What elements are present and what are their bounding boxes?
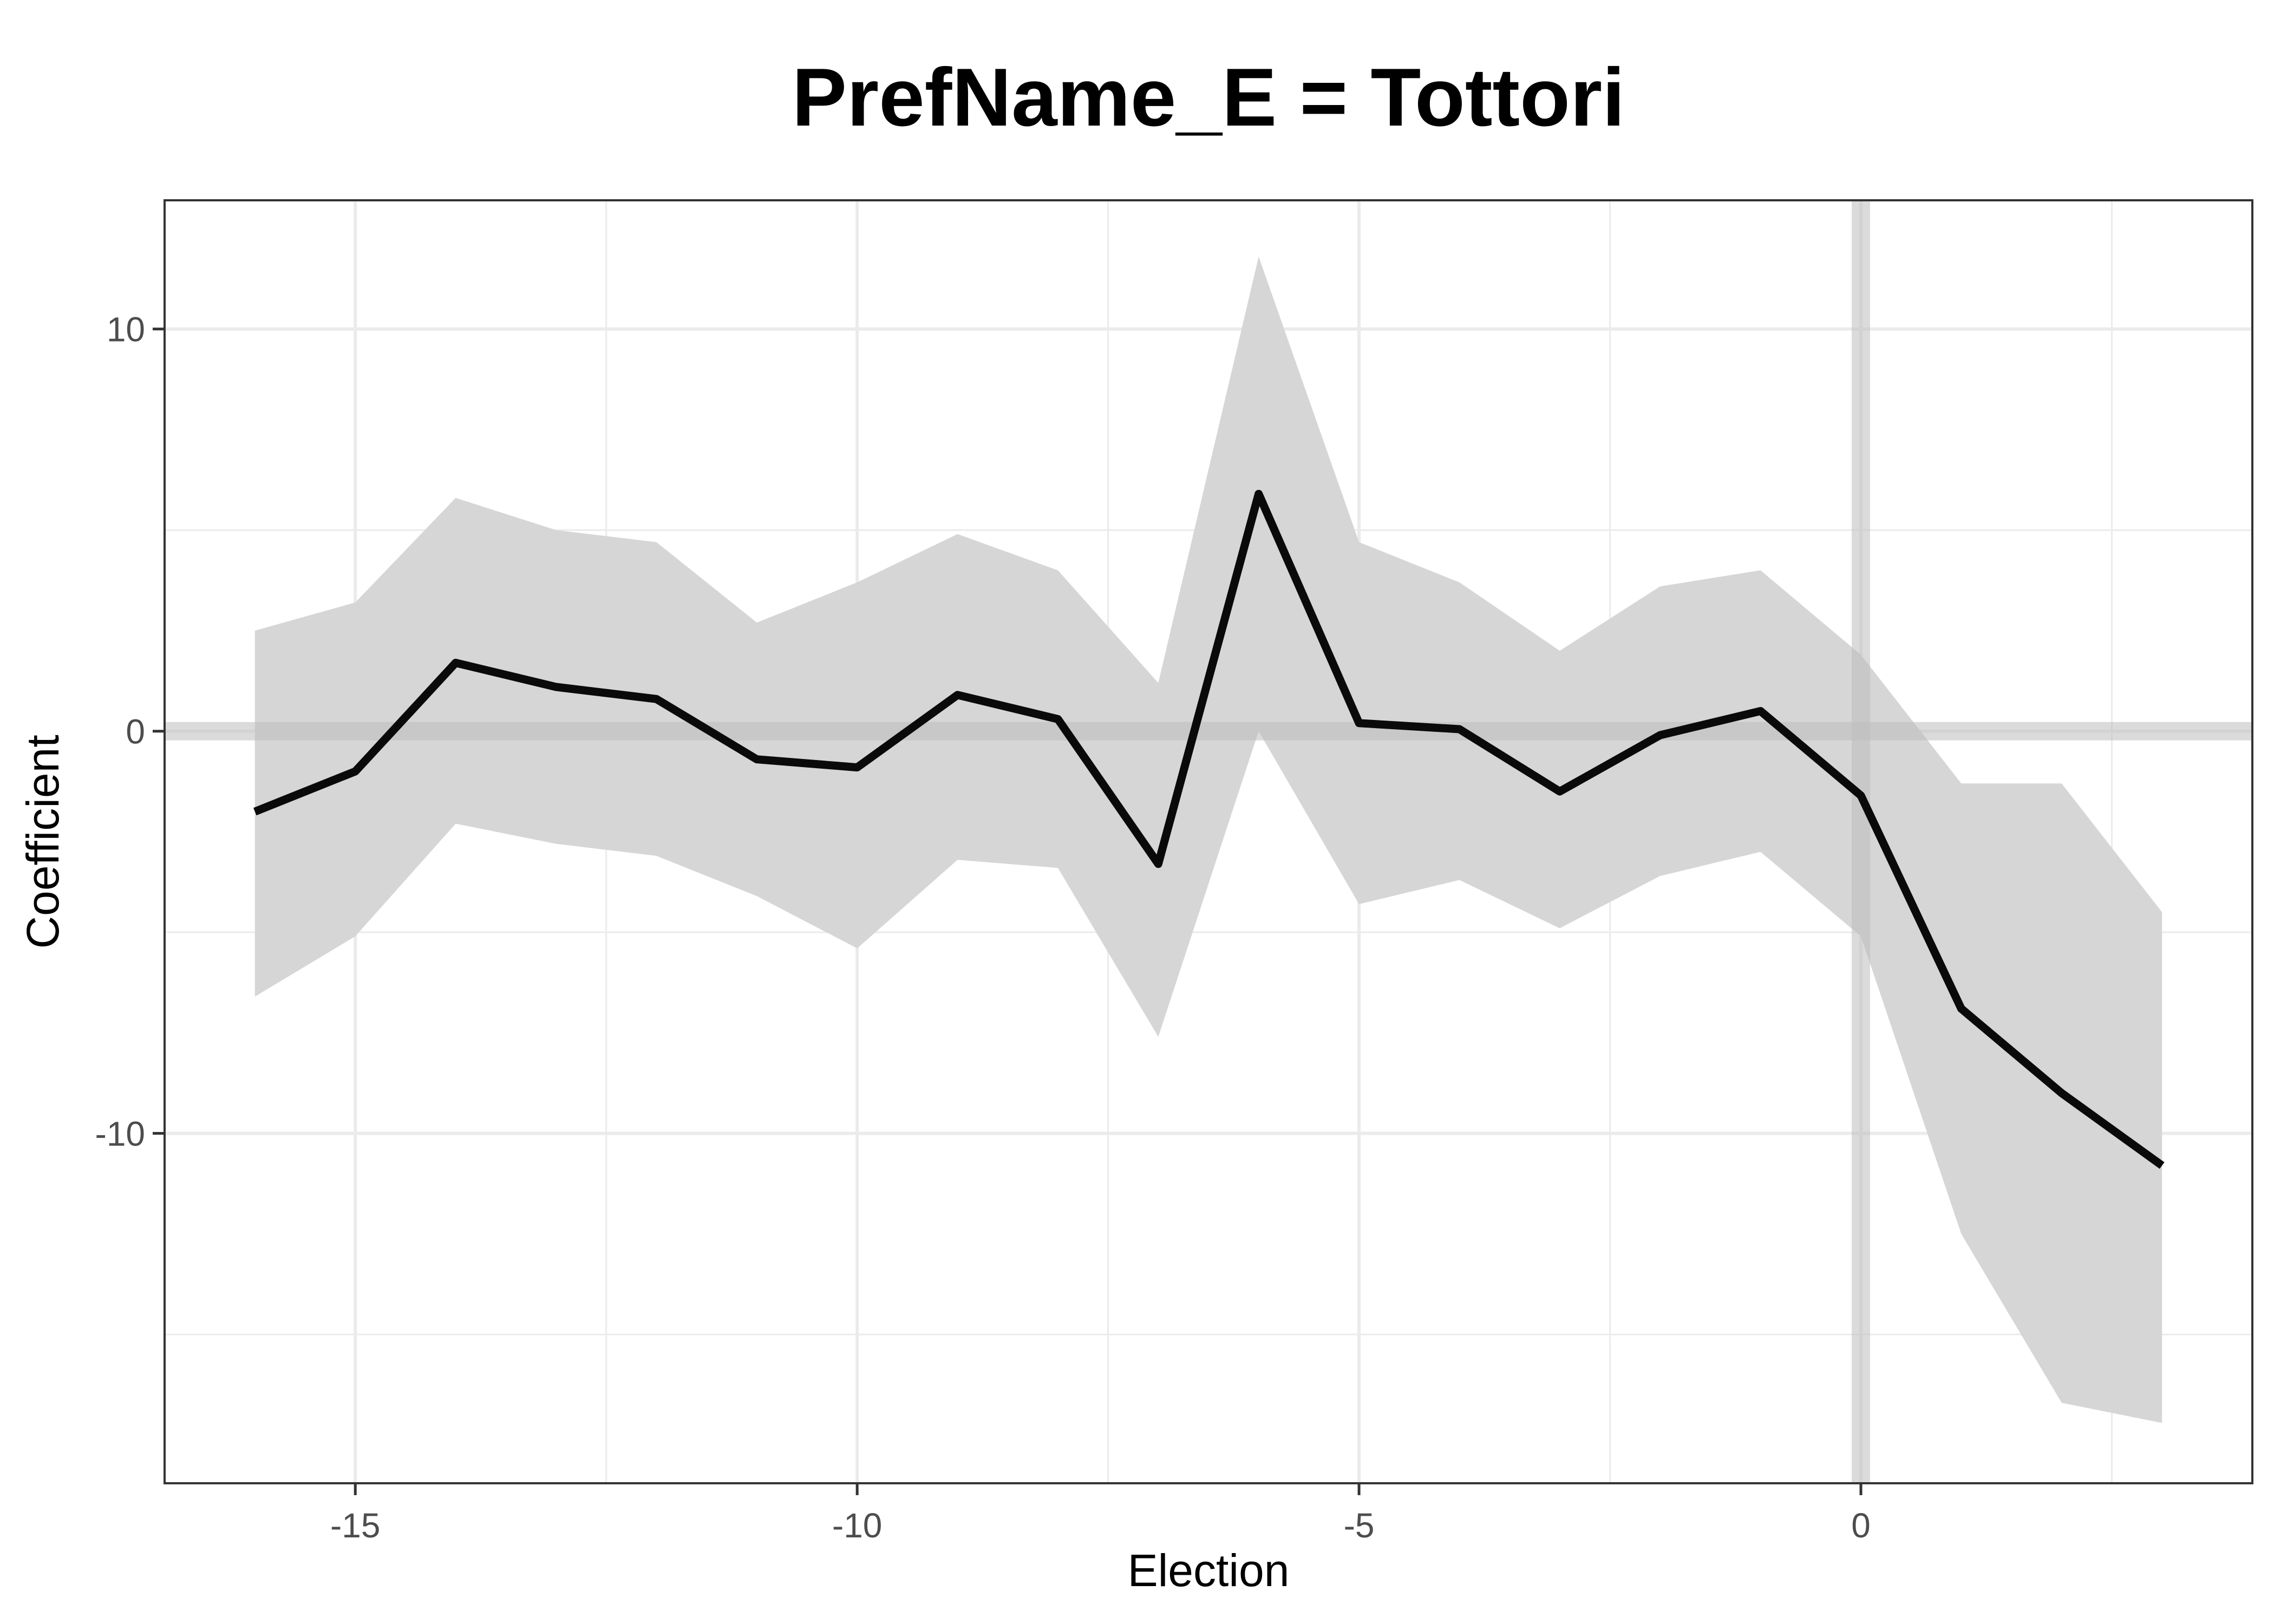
confidence-band-layer xyxy=(254,257,2162,1423)
x-tick-label-0: -15 xyxy=(330,1506,381,1545)
plot-border xyxy=(164,199,2253,1484)
x-axis: -15 -10 -5 0 xyxy=(330,1483,1871,1545)
y-tick-label-2: -10 xyxy=(95,1115,146,1154)
y-axis-title: Coefficient xyxy=(17,735,68,948)
x-tick-label-2: -5 xyxy=(1344,1506,1375,1545)
x-tick-label-3: 0 xyxy=(1851,1506,1871,1545)
confidence-band xyxy=(254,257,2162,1423)
y-axis: 10 0 -10 xyxy=(95,310,165,1154)
y-tick-label-0: 10 xyxy=(107,310,145,349)
x-tick-label-1: -10 xyxy=(832,1506,883,1545)
reference-lines-layer xyxy=(165,200,2252,1483)
series-line xyxy=(253,489,2165,1169)
series-line-layer xyxy=(253,489,2165,1169)
y-tick-label-1: 0 xyxy=(126,712,145,751)
x-axis-title: Election xyxy=(1128,1545,1290,1596)
chart-title: PrefName_E = Tottori xyxy=(792,51,1625,143)
